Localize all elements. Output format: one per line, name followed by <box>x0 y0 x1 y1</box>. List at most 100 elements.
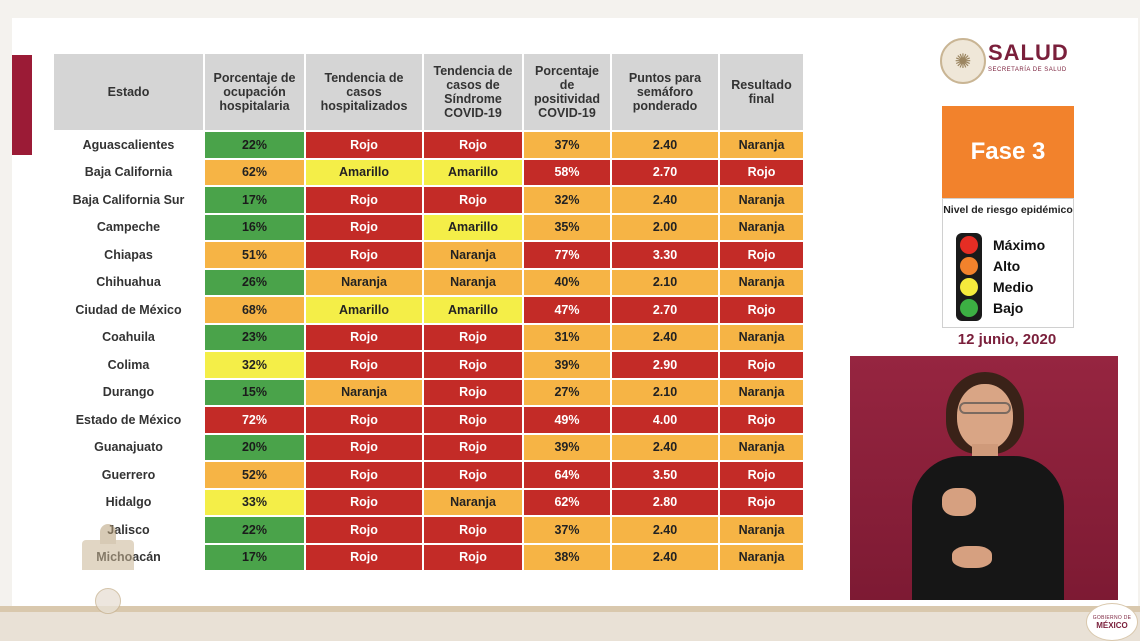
table-row: Guanajuato 20% Rojo Rojo 39% 2.40 Naranja <box>54 434 803 460</box>
tendencia-sindrome-cell: Amarillo <box>424 159 522 185</box>
orange-light-icon <box>960 257 978 275</box>
resultado-cell: Rojo <box>720 352 803 378</box>
header-tendencia-hospitalizados: Tendencia de casos hospitalizados <box>306 54 422 130</box>
header-ocupacion: Porcentaje de ocupación hospitalaria <box>205 54 304 130</box>
tendencia-hosp-cell: Rojo <box>306 434 422 460</box>
puntos-cell: 2.40 <box>612 324 718 350</box>
tendencia-sindrome-cell: Rojo <box>424 462 522 488</box>
ocupacion-cell: 22% <box>205 132 304 158</box>
positividad-cell: 35% <box>524 214 610 240</box>
phase-badge: Fase 3 <box>942 106 1074 198</box>
resultado-cell: Naranja <box>720 517 803 543</box>
estado-cell: Durango <box>54 379 203 405</box>
yellow-light-icon <box>960 278 978 296</box>
ocupacion-cell: 52% <box>205 462 304 488</box>
estado-cell: Baja California <box>54 159 203 185</box>
tendencia-sindrome-cell: Rojo <box>424 407 522 433</box>
tendencia-sindrome-cell: Rojo <box>424 352 522 378</box>
table-row: Campeche 16% Rojo Amarillo 35% 2.00 Naranja <box>54 214 803 240</box>
bottom-seal-icon <box>95 588 121 614</box>
tendencia-hosp-cell: Rojo <box>306 352 422 378</box>
bottom-stripe <box>0 606 1140 612</box>
tendencia-hosp-cell: Naranja <box>306 269 422 295</box>
table-row: Aguascalientes 22% Rojo Rojo 37% 2.40 Naranja <box>54 132 803 158</box>
puntos-cell: 2.10 <box>612 379 718 405</box>
resultado-cell: Rojo <box>720 297 803 323</box>
positividad-cell: 40% <box>524 269 610 295</box>
puntos-cell: 2.40 <box>612 434 718 460</box>
puntos-cell: 2.90 <box>612 352 718 378</box>
red-light-icon <box>960 236 978 254</box>
estado-cell: Chiapas <box>54 242 203 268</box>
tendencia-sindrome-cell: Amarillo <box>424 297 522 323</box>
table-header-row: Estado Porcentaje de ocupación hospitala… <box>54 54 803 130</box>
ocupacion-cell: 72% <box>205 407 304 433</box>
report-date: 12 junio, 2020 <box>957 331 1057 348</box>
estado-cell: Estado de México <box>54 407 203 433</box>
ocupacion-cell: 33% <box>205 489 304 515</box>
table-row: Hidalgo 33% Rojo Naranja 62% 2.80 Rojo <box>54 489 803 515</box>
positividad-cell: 77% <box>524 242 610 268</box>
tendencia-sindrome-cell: Amarillo <box>424 214 522 240</box>
resultado-cell: Naranja <box>720 269 803 295</box>
estado-cell: Jalisco <box>54 517 203 543</box>
gob-logo-line2: MÉXICO <box>1096 620 1128 630</box>
ocupacion-cell: 22% <box>205 517 304 543</box>
puntos-cell: 3.30 <box>612 242 718 268</box>
tendencia-sindrome-cell: Naranja <box>424 489 522 515</box>
table-row: Colima 32% Rojo Rojo 39% 2.90 Rojo <box>54 352 803 378</box>
positividad-cell: 49% <box>524 407 610 433</box>
positividad-cell: 62% <box>524 489 610 515</box>
estado-cell: Baja California Sur <box>54 187 203 213</box>
puntos-cell: 2.40 <box>612 187 718 213</box>
puntos-cell: 2.10 <box>612 269 718 295</box>
table-row: Ciudad de México 68% Amarillo Amarillo 47% 2.… <box>54 297 803 323</box>
table-row: Guerrero 52% Rojo Rojo 64% 3.50 Rojo <box>54 462 803 488</box>
tendencia-hosp-cell: Rojo <box>306 214 422 240</box>
tendencia-hosp-cell: Rojo <box>306 462 422 488</box>
semaforo-table-container: Estado Porcentaje de ocupación hospitala… <box>52 52 805 572</box>
tendencia-sindrome-cell: Naranja <box>424 242 522 268</box>
tendencia-hosp-cell: Rojo <box>306 132 422 158</box>
ocupacion-cell: 15% <box>205 379 304 405</box>
tendencia-sindrome-cell: Rojo <box>424 132 522 158</box>
positividad-cell: 58% <box>524 159 610 185</box>
ocupacion-cell: 23% <box>205 324 304 350</box>
semaforo-table: Estado Porcentaje de ocupación hospitala… <box>52 52 805 572</box>
resultado-cell: Naranja <box>720 187 803 213</box>
left-accent-bar <box>12 55 32 155</box>
estado-cell: Hidalgo <box>54 489 203 515</box>
sign-language-interpreter-video <box>850 356 1118 600</box>
puntos-cell: 2.00 <box>612 214 718 240</box>
ocupacion-cell: 62% <box>205 159 304 185</box>
resultado-cell: Naranja <box>720 379 803 405</box>
resultado-cell: Rojo <box>720 489 803 515</box>
ocupacion-cell: 16% <box>205 214 304 240</box>
ocupacion-cell: 68% <box>205 297 304 323</box>
puntos-cell: 2.70 <box>612 159 718 185</box>
positividad-cell: 39% <box>524 352 610 378</box>
tendencia-hosp-cell: Amarillo <box>306 297 422 323</box>
table-row: Jalisco 22% Rojo Rojo 37% 2.40 Naranja <box>54 517 803 543</box>
risk-legend: Nivel de riesgo epidémico Máximo Alto Me… <box>942 198 1074 328</box>
watermark-dome <box>100 524 116 544</box>
tendencia-sindrome-cell: Naranja <box>424 269 522 295</box>
estado-cell: Ciudad de México <box>54 297 203 323</box>
tendencia-hosp-cell: Rojo <box>306 544 422 570</box>
risk-level-bajo: Bajo <box>993 300 1024 316</box>
positividad-cell: 37% <box>524 132 610 158</box>
logo-title: SALUD <box>988 40 1069 65</box>
ocupacion-cell: 17% <box>205 544 304 570</box>
estado-cell: Colima <box>54 352 203 378</box>
puntos-cell: 4.00 <box>612 407 718 433</box>
gobierno-de-mexico-logo: GOBIERNO DE MÉXICO <box>1086 603 1138 641</box>
positividad-cell: 38% <box>524 544 610 570</box>
puntos-cell: 2.80 <box>612 489 718 515</box>
risk-level-maximo: Máximo <box>993 237 1046 253</box>
interpreter-glasses <box>959 402 1011 414</box>
ocupacion-cell: 51% <box>205 242 304 268</box>
puntos-cell: 2.70 <box>612 297 718 323</box>
positividad-cell: 27% <box>524 379 610 405</box>
positividad-cell: 64% <box>524 462 610 488</box>
